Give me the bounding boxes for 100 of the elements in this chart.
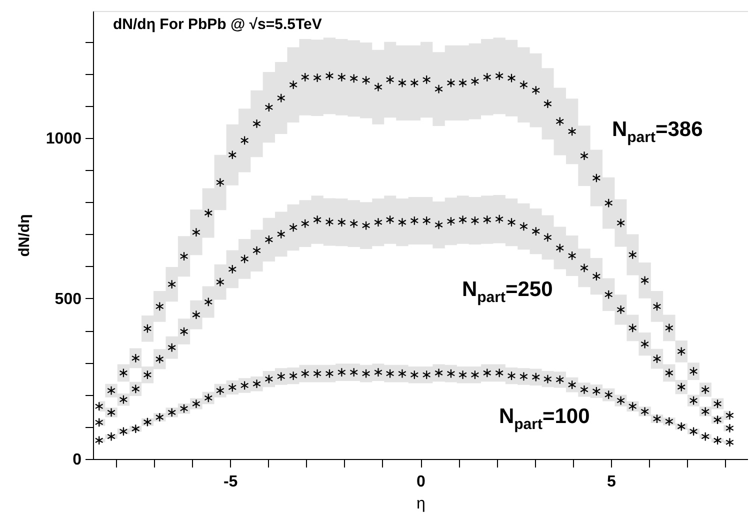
point [652,302,662,312]
point [325,368,334,378]
point [689,366,698,376]
point [434,220,443,230]
point [143,370,152,380]
point [422,216,431,226]
point [216,386,224,396]
point [556,374,564,384]
point [168,408,176,418]
x-tick-label: 5 [606,474,616,490]
point [664,368,674,378]
point [386,368,394,378]
point [119,394,128,404]
point [374,368,382,378]
point [276,372,286,382]
point [204,393,213,403]
x-tick-label: 0 [416,474,426,490]
point [580,263,588,273]
point [107,408,116,418]
point [470,216,480,226]
point [544,232,552,242]
point [374,218,382,228]
point [374,82,382,92]
point [107,432,116,442]
point [180,326,188,336]
point [520,372,528,382]
point [300,368,310,378]
point [470,76,480,86]
point [640,339,649,349]
point [446,78,456,88]
point [228,150,237,160]
point [131,424,140,434]
point [446,216,456,226]
point [434,368,443,378]
point [289,371,298,381]
chart-title: dN/dη For PbPb @ √s=5.5TeV [113,16,322,33]
point [604,198,613,208]
point [640,406,649,416]
point [362,220,370,230]
point [325,217,334,227]
point [604,290,613,300]
point [482,368,492,378]
point [168,342,176,352]
point [544,99,552,109]
point [446,368,456,378]
point [652,414,662,424]
point [192,228,200,238]
point [180,252,188,262]
point [289,80,298,90]
point [240,380,249,390]
point [628,323,637,333]
point [520,222,528,232]
y-tick-label: 0 [72,452,82,468]
point [592,386,601,396]
point [689,396,698,406]
point [701,406,710,416]
point [568,126,576,136]
point [616,304,625,314]
point [386,215,394,224]
y-tick-label: 500 [54,290,82,308]
point [592,272,601,281]
point [300,218,310,228]
point [616,218,625,228]
point [652,354,662,364]
point [628,402,637,412]
point [264,234,274,244]
point [410,78,419,88]
point [458,370,467,380]
point [604,390,613,400]
point [482,72,492,82]
point [264,102,274,112]
x-tick-label: -5 [223,474,238,490]
point [155,354,164,364]
point [228,264,237,274]
point [337,368,346,378]
point [495,71,504,81]
point [94,402,104,412]
point [276,93,286,103]
point [470,370,480,380]
point [458,78,467,88]
point [580,151,588,161]
point [240,136,249,146]
point [240,254,249,264]
point [180,404,188,414]
point [313,368,322,378]
point [458,215,467,224]
point [216,277,224,287]
point [313,215,322,224]
point [143,324,152,334]
point [726,410,734,420]
point [337,72,346,82]
point [350,218,358,228]
point [507,371,516,381]
point [434,84,443,94]
point [677,422,686,432]
point [398,78,406,88]
point [664,416,674,426]
point [568,250,576,260]
point [155,302,164,312]
point [422,370,431,380]
